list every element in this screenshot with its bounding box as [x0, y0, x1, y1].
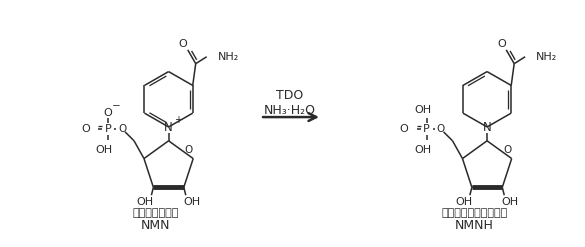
Text: O: O [436, 124, 445, 134]
Text: N: N [483, 122, 491, 134]
Text: NMN: NMN [141, 219, 170, 232]
Text: 还原型烟酰胺单核苷酸: 还原型烟酰胺单核苷酸 [441, 208, 507, 218]
Text: NMNH: NMNH [455, 219, 494, 232]
Text: TDO: TDO [276, 89, 304, 102]
Text: −: − [112, 101, 121, 111]
Text: O: O [118, 124, 126, 134]
Text: O: O [503, 145, 511, 155]
Text: OH: OH [414, 145, 431, 155]
Text: NH₂: NH₂ [218, 52, 239, 62]
Text: P: P [424, 124, 430, 134]
Text: N: N [164, 122, 173, 134]
Text: O: O [497, 39, 505, 49]
Text: OH: OH [414, 105, 431, 115]
Text: O: O [185, 145, 193, 155]
Text: O: O [104, 108, 112, 118]
Text: OH: OH [95, 145, 113, 155]
Text: P: P [105, 124, 112, 134]
Text: OH: OH [137, 197, 154, 207]
Text: O: O [81, 124, 90, 134]
Text: OH: OH [455, 197, 473, 207]
Text: 烟酰胺单核苷酸: 烟酰胺单核苷酸 [132, 208, 179, 218]
Text: NH₃·H₂O: NH₃·H₂O [264, 104, 316, 117]
Text: OH: OH [502, 197, 519, 207]
Text: O: O [400, 124, 408, 134]
Text: OH: OH [183, 197, 200, 207]
Text: O: O [178, 39, 187, 49]
Text: NH₂: NH₂ [536, 52, 558, 62]
Text: +: + [174, 115, 181, 125]
